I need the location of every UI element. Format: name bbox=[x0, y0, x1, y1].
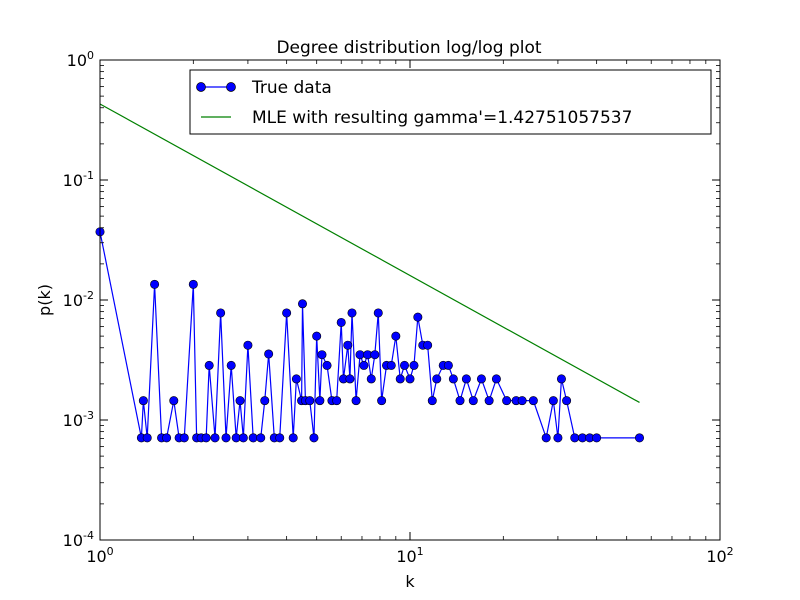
data-point-13 bbox=[201, 433, 211, 443]
data-point-33 bbox=[297, 299, 307, 309]
data-point-75 bbox=[484, 396, 494, 406]
data-point-53 bbox=[370, 350, 380, 360]
y-tick-label: 10-3 bbox=[63, 409, 94, 430]
data-point-43 bbox=[336, 317, 346, 327]
data-point-35 bbox=[305, 396, 315, 406]
y-tick-label: 10-1 bbox=[63, 169, 94, 190]
x-axis: 100 101 102 bbox=[86, 60, 734, 566]
data-point-52 bbox=[366, 374, 376, 384]
data-point-28 bbox=[275, 433, 285, 443]
y-axis-label: p(k) bbox=[35, 284, 54, 316]
data-point-21 bbox=[238, 433, 248, 443]
data-point-47 bbox=[347, 308, 357, 318]
data-point-62 bbox=[409, 360, 419, 370]
data-point-57 bbox=[386, 360, 396, 370]
x-tick-label: 102 bbox=[706, 545, 733, 566]
data-point-15 bbox=[210, 433, 220, 443]
y-tick-label: 10-2 bbox=[63, 289, 94, 310]
chart-title: Degree distribution log/log plot bbox=[276, 38, 541, 58]
data-point-89 bbox=[592, 433, 602, 443]
legend-label-true-data: True data bbox=[251, 78, 332, 98]
data-point-24 bbox=[256, 433, 266, 443]
data-point-61 bbox=[405, 374, 415, 384]
series-line-0 bbox=[99, 231, 640, 441]
data-point-26 bbox=[264, 349, 274, 359]
data-point-54 bbox=[373, 308, 383, 318]
data-point-77 bbox=[502, 396, 512, 406]
data-point-6 bbox=[162, 433, 172, 443]
data-point-23 bbox=[248, 433, 258, 443]
data-point-37 bbox=[312, 331, 322, 341]
data-point-50 bbox=[359, 360, 369, 370]
data-point-40 bbox=[322, 360, 332, 370]
data-point-36 bbox=[309, 433, 319, 443]
data-point-81 bbox=[541, 433, 551, 443]
data-point-58 bbox=[391, 331, 401, 341]
legend-label-mle: MLE with resulting gamma'=1.42751057537 bbox=[252, 108, 632, 128]
data-point-42 bbox=[332, 396, 342, 406]
data-point-79 bbox=[517, 396, 527, 406]
x-tick-label: 101 bbox=[396, 545, 423, 566]
data-point-49 bbox=[355, 350, 365, 360]
data-point-16 bbox=[216, 308, 226, 318]
data-point-84 bbox=[556, 374, 566, 384]
data-point-20 bbox=[235, 396, 245, 406]
data-point-31 bbox=[291, 374, 301, 384]
data-point-60 bbox=[399, 360, 409, 370]
data-point-22 bbox=[243, 340, 253, 350]
x-axis-label: k bbox=[405, 572, 415, 591]
data-point-48 bbox=[351, 396, 361, 406]
data-point-9 bbox=[179, 433, 189, 443]
legend: True data MLE with resulting gamma'=1.42… bbox=[189, 69, 712, 135]
data-point-85 bbox=[562, 396, 572, 406]
data-point-4 bbox=[150, 279, 160, 289]
legend-true-data-marker-right bbox=[226, 82, 236, 92]
data-point-10 bbox=[188, 279, 198, 289]
data-point-90 bbox=[635, 433, 645, 443]
data-point-39 bbox=[317, 350, 327, 360]
data-point-2 bbox=[138, 396, 148, 406]
series-0 bbox=[95, 227, 645, 443]
series-line-1 bbox=[99, 103, 640, 403]
data-point-30 bbox=[288, 433, 298, 443]
data-point-46 bbox=[345, 374, 355, 384]
data-point-63 bbox=[413, 312, 423, 322]
data-point-80 bbox=[528, 396, 538, 406]
data-point-3 bbox=[142, 433, 152, 443]
data-point-59 bbox=[395, 374, 405, 384]
data-point-7 bbox=[169, 396, 179, 406]
legend-box bbox=[189, 69, 712, 135]
y-tick-label: 100 bbox=[67, 49, 94, 70]
data-point-83 bbox=[553, 433, 563, 443]
data-point-71 bbox=[455, 396, 465, 406]
data-point-29 bbox=[282, 308, 292, 318]
data-point-70 bbox=[448, 374, 458, 384]
data-point-73 bbox=[468, 396, 478, 406]
x-tick-label: 100 bbox=[86, 545, 113, 566]
data-point-38 bbox=[315, 396, 325, 406]
data-point-86 bbox=[570, 433, 580, 443]
data-point-45 bbox=[343, 340, 353, 350]
series-1 bbox=[99, 103, 640, 403]
data-point-18 bbox=[226, 360, 236, 370]
data-point-69 bbox=[443, 360, 453, 370]
data-point-67 bbox=[432, 374, 442, 384]
data-point-74 bbox=[476, 374, 486, 384]
data-point-55 bbox=[377, 396, 387, 406]
data-point-25 bbox=[260, 396, 270, 406]
data-point-17 bbox=[221, 433, 231, 443]
data-point-72 bbox=[461, 374, 471, 384]
data-point-66 bbox=[427, 396, 437, 406]
data-point-76 bbox=[491, 374, 501, 384]
data-point-65 bbox=[423, 340, 433, 350]
data-point-82 bbox=[548, 396, 558, 406]
data-point-14 bbox=[204, 360, 214, 370]
legend-true-data-marker-left bbox=[196, 82, 206, 92]
